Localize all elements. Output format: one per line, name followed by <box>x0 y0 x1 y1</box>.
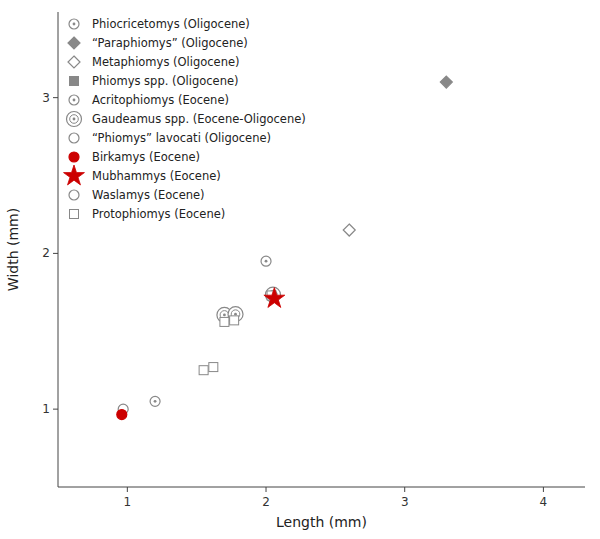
marker-part <box>73 99 76 102</box>
legend-label: “Paraphiomys” (Oligocene) <box>92 36 248 50</box>
marker-part <box>154 400 157 403</box>
legend-marker <box>68 56 80 68</box>
legend-marker <box>70 77 79 86</box>
marker-part <box>64 165 85 185</box>
marker-part <box>261 256 271 266</box>
point <box>220 317 229 326</box>
point <box>343 224 355 236</box>
point <box>199 366 208 375</box>
legend-label: Acritophiomys (Eocene) <box>92 93 229 107</box>
legend: Phiocricetomys (Oligocene) “Paraphiomys” … <box>64 17 306 221</box>
legend-label: Waslamys (Eocene) <box>92 188 205 202</box>
x-axis-line <box>58 487 585 488</box>
series <box>343 224 355 236</box>
y-tick-label: 2 <box>42 246 50 260</box>
marker-part <box>209 363 218 372</box>
marker-part <box>70 115 79 124</box>
marker-part <box>73 23 76 26</box>
marker-part <box>223 314 226 317</box>
legend-item: Phiomys spp. (Oligocene) <box>70 74 239 88</box>
legend-item: “Paraphiomys” (Oligocene) <box>68 36 248 50</box>
marker-part <box>230 316 239 325</box>
legend-marker <box>69 190 79 200</box>
legend-marker <box>69 19 79 29</box>
x-tick <box>127 487 128 492</box>
y-tick-label: 3 <box>42 91 50 105</box>
legend-marker <box>69 95 79 105</box>
legend-item: Metaphiomys (Oligocene) <box>68 55 240 69</box>
series <box>150 256 271 406</box>
legend-item: “Phiomys” lavocati (Oligocene) <box>69 131 271 145</box>
legend-marker <box>67 112 82 127</box>
legend-label: “Phiomys” lavocati (Oligocene) <box>92 131 271 145</box>
plot-area <box>117 76 453 420</box>
marker-part <box>117 410 127 420</box>
legend-marker <box>64 165 85 185</box>
legend-item: Phiocricetomys (Oligocene) <box>69 17 250 31</box>
marker-part <box>68 37 80 49</box>
marker-part <box>70 210 79 219</box>
legend-label: Mubhammys (Eocene) <box>92 169 221 183</box>
marker-part <box>70 77 79 86</box>
legend-marker <box>69 152 79 162</box>
point <box>117 410 127 420</box>
point <box>440 76 452 88</box>
x-tick-label: 1 <box>124 495 132 509</box>
marker-part <box>150 396 160 406</box>
marker-part <box>234 313 237 316</box>
legend-item: Gaudeamus spp. (Eocene-Oligocene) <box>67 112 306 127</box>
legend-item: Acritophiomys (Eocene) <box>69 93 229 107</box>
point <box>230 316 239 325</box>
x-tick-label: 4 <box>540 495 548 509</box>
marker-part <box>440 76 452 88</box>
series <box>440 76 452 88</box>
legend-label: Gaudeamus spp. (Eocene-Oligocene) <box>92 112 306 126</box>
marker-part <box>343 224 355 236</box>
series <box>199 291 276 375</box>
point <box>209 363 218 372</box>
legend-label: Protophiomys (Eocene) <box>92 207 225 221</box>
x-tick-label: 2 <box>262 495 270 509</box>
chart: 1 2 3 4 1 2 3 Length (mm) Width (mm) Phiocricetom… <box>0 0 600 539</box>
y-tick <box>53 409 58 410</box>
y-tick <box>53 97 58 98</box>
legend-label: Phiomys spp. (Oligocene) <box>92 74 239 88</box>
x-tick <box>404 487 405 492</box>
point <box>264 288 285 308</box>
marker-part <box>265 260 268 263</box>
marker-part <box>73 118 76 121</box>
legend-marker <box>68 37 80 49</box>
marker-part <box>69 152 79 162</box>
marker-part <box>69 95 79 105</box>
x-tick <box>543 487 544 492</box>
legend-item: Birkamys (Eocene) <box>69 150 200 164</box>
legend-marker <box>70 210 79 219</box>
point <box>261 256 271 266</box>
legend-label: Metaphiomys (Oligocene) <box>92 55 240 69</box>
y-tick <box>53 253 58 254</box>
y-axis-label: Width (mm) <box>5 208 21 291</box>
marker-part <box>264 288 285 308</box>
legend-item: Protophiomys (Eocene) <box>70 207 226 221</box>
marker-part <box>220 317 229 326</box>
legend-item: Mubhammys (Eocene) <box>64 165 221 185</box>
legend-label: Phiocricetomys (Oligocene) <box>92 17 250 31</box>
y-tick-label: 1 <box>42 402 50 416</box>
marker-part <box>69 190 79 200</box>
marker-part <box>67 112 82 127</box>
marker-part <box>68 56 80 68</box>
point <box>150 396 160 406</box>
legend-item: Waslamys (Eocene) <box>69 188 205 202</box>
x-tick-label: 3 <box>401 495 409 509</box>
marker-part <box>199 366 208 375</box>
series <box>117 410 127 420</box>
marker-part <box>69 133 79 143</box>
legend-marker <box>69 133 79 143</box>
series <box>264 288 285 308</box>
legend-label: Birkamys (Eocene) <box>92 150 200 164</box>
marker-part <box>69 19 79 29</box>
y-axis-line <box>58 12 59 487</box>
x-axis-label: Length (mm) <box>276 514 367 530</box>
x-tick <box>266 487 267 492</box>
